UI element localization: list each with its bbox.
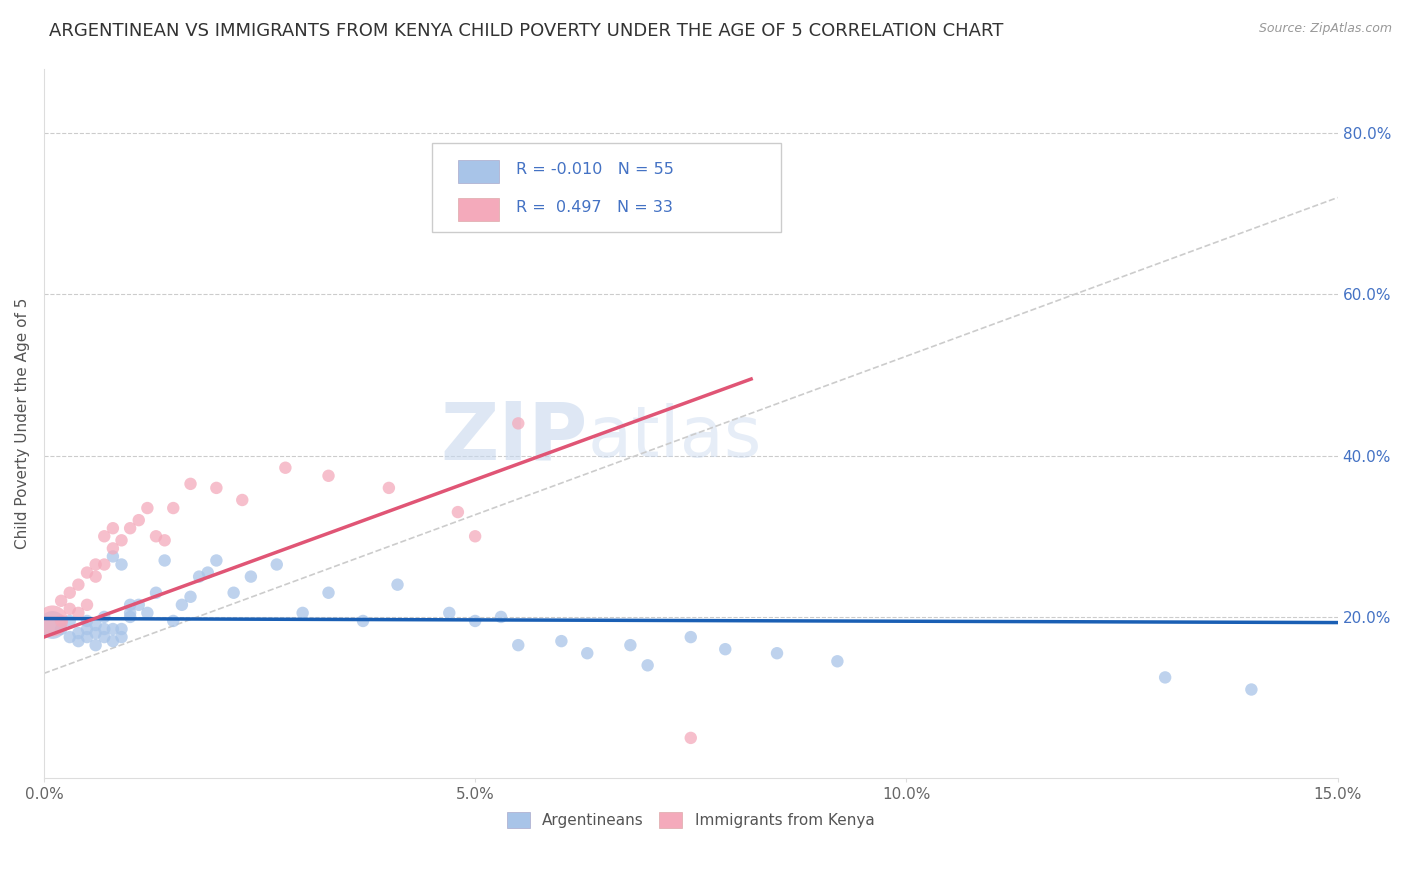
Text: atlas: atlas	[588, 403, 762, 472]
Point	[120, 610, 142, 624]
Point	[231, 493, 253, 508]
Point	[766, 646, 789, 660]
Point	[508, 417, 530, 431]
Point	[136, 606, 159, 620]
Point	[205, 553, 228, 567]
Point	[222, 585, 245, 599]
Point	[93, 610, 115, 624]
FancyBboxPatch shape	[458, 160, 499, 183]
Text: R = -0.010   N = 55: R = -0.010 N = 55	[516, 161, 673, 177]
Point	[447, 199, 470, 213]
Point	[464, 529, 486, 543]
Point	[128, 513, 150, 527]
Point	[153, 553, 176, 567]
Point	[84, 618, 107, 632]
Point	[67, 626, 90, 640]
Text: ZIP: ZIP	[440, 399, 588, 476]
Point	[101, 541, 124, 556]
FancyBboxPatch shape	[458, 198, 499, 221]
Point	[576, 646, 599, 660]
FancyBboxPatch shape	[432, 143, 782, 232]
Point	[101, 634, 124, 648]
Point	[41, 618, 63, 632]
Point	[679, 731, 702, 745]
Point	[352, 614, 374, 628]
Point	[84, 558, 107, 572]
Point	[205, 481, 228, 495]
Point	[508, 638, 530, 652]
Point	[110, 630, 132, 644]
Point	[637, 658, 659, 673]
Point	[153, 533, 176, 548]
Point	[239, 569, 262, 583]
Point	[162, 614, 184, 628]
Point	[188, 569, 211, 583]
Point	[101, 549, 124, 564]
Point	[120, 521, 142, 535]
Point	[59, 602, 82, 616]
Point	[619, 638, 641, 652]
Point	[180, 590, 202, 604]
Point	[197, 566, 219, 580]
Legend: Argentineans, Immigrants from Kenya: Argentineans, Immigrants from Kenya	[501, 806, 880, 834]
Point	[679, 630, 702, 644]
Point	[1240, 682, 1263, 697]
Point	[41, 614, 63, 628]
Point	[128, 598, 150, 612]
Point	[378, 481, 401, 495]
Point	[49, 594, 72, 608]
Point	[120, 598, 142, 612]
Point	[93, 558, 115, 572]
Point	[714, 642, 737, 657]
Point	[76, 614, 98, 628]
Point	[291, 606, 314, 620]
Point	[110, 533, 132, 548]
Y-axis label: Child Poverty Under the Age of 5: Child Poverty Under the Age of 5	[15, 298, 30, 549]
Point	[136, 501, 159, 516]
Point	[93, 630, 115, 644]
Point	[274, 460, 297, 475]
Point	[67, 606, 90, 620]
Point	[67, 577, 90, 591]
Point	[49, 622, 72, 636]
Point	[76, 630, 98, 644]
Point	[439, 606, 461, 620]
Point	[93, 622, 115, 636]
Text: R =  0.497   N = 33: R = 0.497 N = 33	[516, 200, 673, 215]
Point	[318, 468, 340, 483]
Point	[59, 585, 82, 599]
Point	[120, 606, 142, 620]
Point	[170, 598, 193, 612]
Point	[1154, 670, 1177, 684]
Point	[49, 614, 72, 628]
Point	[84, 626, 107, 640]
Point	[318, 585, 340, 599]
Point	[59, 630, 82, 644]
Point	[59, 614, 82, 628]
Point	[162, 501, 184, 516]
Text: ARGENTINEAN VS IMMIGRANTS FROM KENYA CHILD POVERTY UNDER THE AGE OF 5 CORRELATIO: ARGENTINEAN VS IMMIGRANTS FROM KENYA CHI…	[49, 22, 1004, 40]
Point	[84, 638, 107, 652]
Point	[180, 476, 202, 491]
Point	[67, 634, 90, 648]
Point	[387, 577, 409, 591]
Point	[266, 558, 288, 572]
Point	[489, 610, 512, 624]
Point	[76, 598, 98, 612]
Point	[101, 622, 124, 636]
Point	[447, 505, 470, 519]
Point	[76, 622, 98, 636]
Text: Source: ZipAtlas.com: Source: ZipAtlas.com	[1258, 22, 1392, 36]
Point	[464, 614, 486, 628]
Point	[110, 622, 132, 636]
Point	[550, 634, 572, 648]
Point	[110, 558, 132, 572]
Point	[76, 566, 98, 580]
Point	[101, 521, 124, 535]
Point	[145, 529, 167, 543]
Point	[93, 529, 115, 543]
Point	[145, 585, 167, 599]
Point	[84, 569, 107, 583]
Point	[827, 654, 849, 668]
